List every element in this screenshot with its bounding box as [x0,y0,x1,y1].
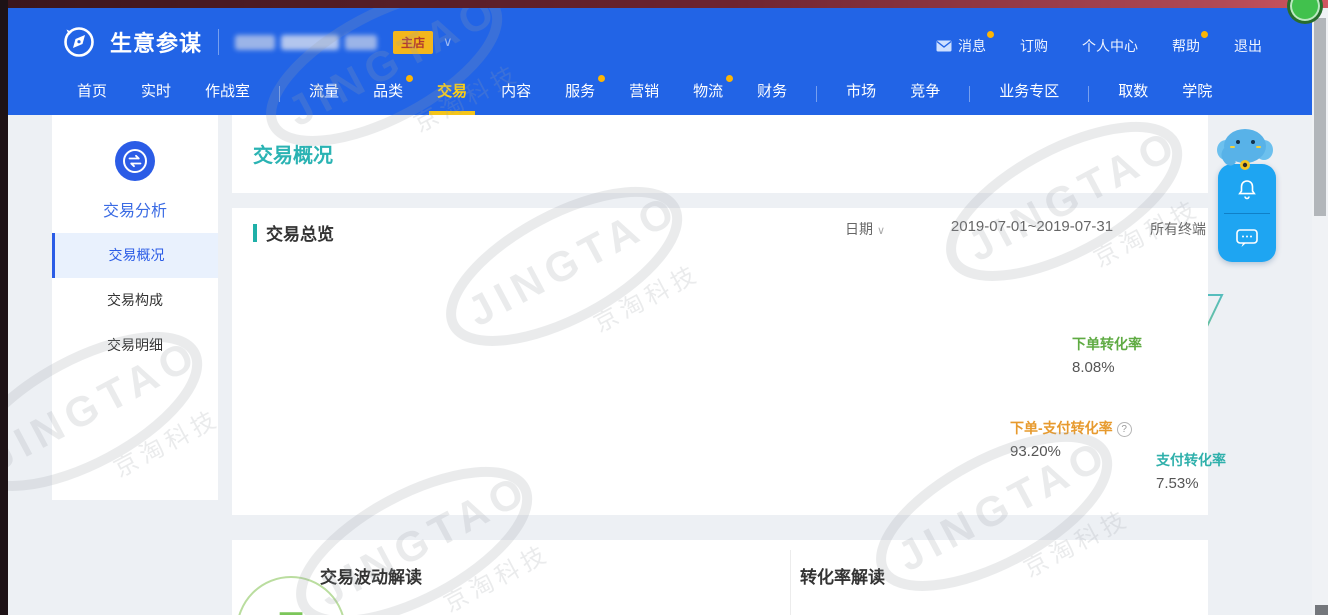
pay-conversion-rate: 支付转化率 7.53% [1156,452,1226,492]
divider [969,86,971,102]
divider [1224,212,1270,214]
order-pay-conversion-rate: 下单-支付转化率? 93.20% [1010,418,1132,460]
sidebar: 交易分析 交易概况 交易构成 交易明细 [52,115,218,500]
notifications-button[interactable] [1218,164,1276,213]
bell-icon [1238,179,1256,199]
notification-dot [1201,31,1208,38]
shop-name-redacted [235,34,378,50]
nav-war-room[interactable]: 作战室 [205,83,251,100]
chevron-down-icon: ∨ [877,225,886,237]
messages-link[interactable]: 消息 [936,31,994,56]
feedback-chat-button[interactable] [1218,213,1276,262]
nav-transaction[interactable]: 交易 [420,73,484,115]
nav-realtime[interactable]: 实时 [141,83,172,100]
app-title: 生意参谋 [110,31,203,56]
subscribe-link[interactable]: 订购 [1020,38,1048,54]
transaction-analysis-icon [115,141,155,181]
order-conversion-rate: 下单转化率 8.08% [1072,336,1142,376]
fluctuation-insight-title: 交易波动解读 [320,568,422,587]
notification-dot [987,31,994,38]
elephant-mascot [1217,129,1273,170]
help-icon[interactable]: ? [1116,422,1132,437]
notification-dot [598,75,606,82]
brand-compass-icon [64,27,94,57]
sidebar-item-overview[interactable]: 交易概况 [52,233,218,278]
divider [816,86,818,102]
scrollbar-thumb[interactable] [1314,18,1326,216]
insights-card: 7 交易波动解读 转化率解读 [232,540,1208,615]
scrollbar-corner [1315,605,1328,615]
date-filter-dropdown[interactable]: 日期 ∨ [845,221,886,237]
divider [218,29,220,55]
nav-home[interactable]: 首页 [77,83,108,100]
window-top-edge [0,0,1328,8]
conversion-insight-title: 转化率解读 [800,568,885,587]
page-title-card: 交易概况 [232,115,1208,193]
nav-logistics[interactable]: 物流 [676,73,740,115]
nav-business-zone[interactable]: 业务专区 [999,83,1060,100]
chevron-down-icon[interactable]: ∨ [443,34,453,49]
terminal-filter[interactable]: 所有终端 [1150,221,1206,237]
notification-dot [726,75,734,82]
divider [279,86,281,102]
help-link[interactable]: 帮助 [1172,31,1208,56]
personal-center-link[interactable]: 个人中心 [1082,38,1138,54]
chat-bubble-icon [1236,228,1258,247]
section-accent-bar [253,223,257,242]
divider [1088,86,1090,102]
divider [790,550,791,615]
top-header: 生意参谋 主店 ∨ 消息 订购 个人中心 帮助 退出 首页 实时 作战室 流量 … [8,8,1312,115]
nav-category[interactable]: 品类 [356,73,420,115]
section-title: 交易总览 [266,225,334,244]
notification-dot [406,75,414,82]
user-links: 消息 订购 个人中心 帮助 退出 [936,31,1262,56]
sidebar-group-label: 交易分析 [102,203,167,220]
floating-action-panel [1218,164,1276,262]
nav-service[interactable]: 服务 [548,73,612,115]
nav-content[interactable]: 内容 [501,83,532,100]
nav-market[interactable]: 市场 [846,83,877,100]
sidebar-menu: 交易概况 交易构成 交易明细 [52,233,218,368]
nav-academy[interactable]: 学院 [1182,83,1213,100]
main-shop-badge[interactable]: 主店 [393,30,434,54]
nav-finance[interactable]: 财务 [757,83,788,100]
sidebar-item-detail[interactable]: 交易明细 [107,337,163,353]
nav-competition[interactable]: 竞争 [910,83,941,100]
scrollbar-track[interactable] [1312,8,1328,615]
page-title: 交易概况 [253,145,333,167]
date-range-value[interactable]: 2019-07-01~2019-07-31 [950,218,1114,235]
logout-link[interactable]: 退出 [1234,38,1262,54]
overview-card: 交易总览 日期 ∨ 2019-07-01~2019-07-31 所有终端 [232,208,1208,515]
sidebar-item-composition[interactable]: 交易构成 [107,292,163,308]
nav-traffic[interactable]: 流量 [309,83,340,100]
nav-data-fetch[interactable]: 取数 [1118,83,1149,100]
window-left-edge [0,0,8,615]
main-nav: 首页 实时 作战室 流量 品类 交易 内容 服务 营销 物流 财务 市场 竞争 … [60,73,1229,115]
mail-icon [936,40,952,52]
nav-marketing[interactable]: 营销 [629,83,660,100]
